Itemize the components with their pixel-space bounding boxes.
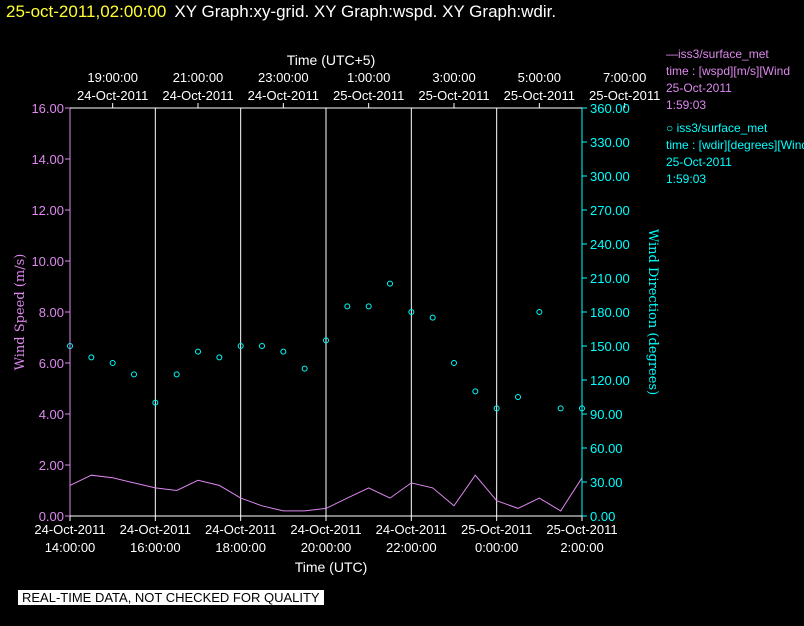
top-tick-date: 24-Oct-2011 [162,88,233,103]
bottom-tick-date: 24-Oct-2011 [205,522,276,537]
bottom-tick-date: 24-Oct-2011 [34,522,105,537]
top-tick-date: 25-Oct-2011 [504,88,575,103]
header-time: 25-oct-2011,02:00:00 [6,2,167,21]
right-tick-label: 270.00 [590,203,630,218]
top-tick-time: 21:00:00 [173,70,224,85]
bottom-tick-time: 0:00:00 [475,540,518,555]
header: 25-oct-2011,02:00:00 XY Graph:xy-grid. XY… [6,0,556,24]
right-tick-label: 240.00 [590,237,630,252]
right-tick-label: 330.00 [590,135,630,150]
wdir-point [195,348,201,355]
top-tick-time: 23:00:00 [258,70,309,85]
right-tick-label: 60.00 [590,441,623,456]
wdir-point [131,371,137,378]
bottom-tick-time: 14:00:00 [45,540,96,555]
left-axis-title: Wind Speed (m/s) [13,254,28,371]
axes [65,103,626,521]
left-tick-label: 14.00 [31,152,64,167]
bottom-tick-date: 25-Oct-2011 [546,522,617,537]
wspd-series [69,474,583,512]
top-tick-time: 5:00:00 [518,70,561,85]
wdir-point [472,388,479,395]
bottom-tick-time: 18:00:00 [215,540,266,555]
right-tick-label: 90.00 [590,407,623,422]
bottom-axis-title: Time (UTC) [295,559,368,575]
legend-wspd-date: 25-Oct-2011 [666,81,732,95]
wdir-point [237,343,244,349]
right-tick-label: 210.00 [590,271,630,286]
wdir-point [451,360,457,366]
left-tick-label: 16.00 [31,101,64,116]
right-tick-label: 360.00 [590,101,630,116]
wspd-line [69,474,583,512]
right-tick-label: 180.00 [590,305,630,320]
wdir-point [280,348,287,355]
quality-notice: REAL-TIME DATA, NOT CHECKED FOR QUALITY [18,590,324,605]
bottom-tick-time: 20:00:00 [301,540,352,555]
left-tick-label: 4.00 [39,407,64,422]
top-axis-title: Time (UTC+5) [287,52,376,68]
wdir-series [67,280,585,412]
left-tick-label: 0.00 [39,509,64,524]
left-tick-label: 10.00 [31,254,64,269]
wdir-point [387,280,393,287]
bottom-tick-date: 24-Oct-2011 [120,522,191,537]
wdir-point [152,399,159,406]
wdir-point [173,371,180,378]
top-tick-time: 19:00:00 [87,70,138,85]
tick-labels: 24-Oct-2011 14:00:00 24-Oct-2011 16:00:00 24… [31,70,660,555]
legend-wspd-time: 1:59:03 [666,98,707,112]
wdir-point [259,343,265,349]
right-tick-label: 0.00 [590,509,615,524]
right-tick-label: 300.00 [590,169,630,184]
legend-wspd-name: —iss3/surface_met [666,47,769,61]
legend-wdir: ○ iss3/surface_met time : [wdir][degrees… [666,120,804,188]
legend-wdir-time: 1:59:03 [666,172,707,186]
left-tick-label: 6.00 [39,356,64,371]
legend-wdir-name: ○ iss3/surface_met [666,121,768,135]
wdir-point [515,394,521,400]
legend-wspd-variable: time : [wspd][m/s][Wind [666,64,791,78]
left-tick-label: 12.00 [31,203,64,218]
wdir-point [536,309,543,315]
top-tick-date: 25-Oct-2011 [589,88,660,103]
bottom-tick-time: 16:00:00 [130,540,181,555]
left-tick-label: 2.00 [39,458,64,473]
right-tick-label: 150.00 [590,339,630,354]
top-tick-time: 1:00:00 [347,70,390,85]
legend-wdir-variable: time : [wdir][degrees][Wind [666,138,804,152]
bottom-tick-date: 24-Oct-2011 [290,522,361,537]
top-tick-date: 25-Oct-2011 [418,88,489,103]
bottom-tick-date: 25-Oct-2011 [461,522,532,537]
wdir-point [365,303,372,310]
top-tick-time: 7:00:00 [603,70,646,85]
wdir-point [109,360,116,366]
wdir-point [301,365,308,372]
wdir-point [323,337,329,344]
right-axis-title: Wind Direction (degrees) [645,229,660,395]
right-tick-label: 30.00 [590,475,623,490]
left-tick-label: 8.00 [39,305,64,320]
wdir-point [493,405,500,412]
wdir-point [408,309,415,315]
wdir-point [557,405,564,412]
legend-wspd: —iss3/surface_met time : [wspd][m/s][Win… [666,46,804,114]
wdir-point [216,354,223,361]
wdir-point [88,354,95,361]
top-tick-date: 24-Oct-2011 [77,88,148,103]
top-tick-date: 25-Oct-2011 [333,88,404,103]
bottom-tick-time: 22:00:00 [386,540,437,555]
bottom-tick-time: 2:00:00 [560,540,603,555]
top-tick-date: 24-Oct-2011 [248,88,319,103]
header-titles: XY Graph:xy-grid. XY Graph:wspd. XY Grap… [174,2,557,21]
bottom-tick-date: 24-Oct-2011 [376,522,447,537]
vertical-grid [154,108,498,516]
wdir-point [344,303,351,310]
legend-wdir-date: 25-Oct-2011 [666,155,732,169]
top-tick-time: 3:00:00 [432,70,475,85]
right-tick-label: 120.00 [590,373,630,388]
wdir-point [429,314,436,321]
